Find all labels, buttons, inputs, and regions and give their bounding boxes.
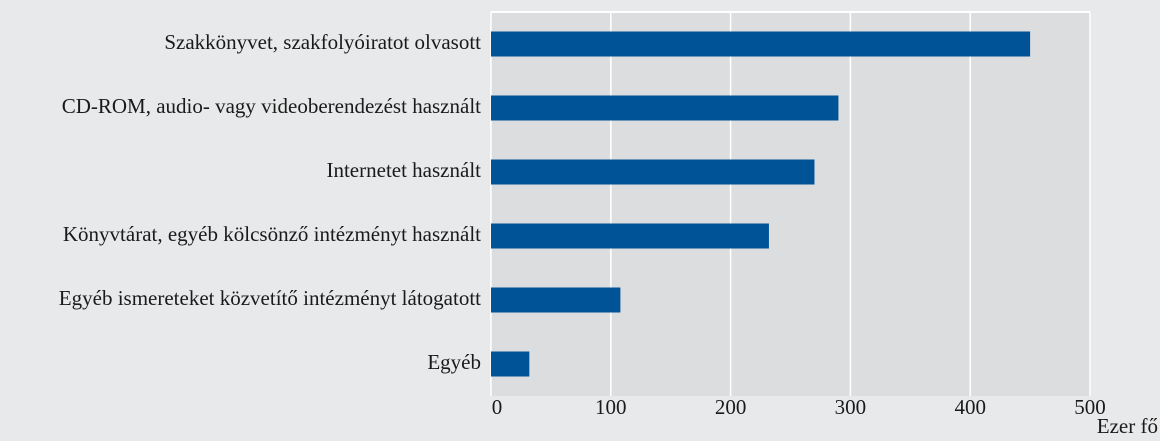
y-tick-label: Egyéb [427,350,481,374]
x-axis-label: Ezer fő [1097,414,1158,438]
y-tick-label: Szakkönyvet, szakfolyóiratot olvasott [164,30,481,54]
y-tick-label: Internetet használt [326,158,481,182]
bar [491,351,530,377]
x-tick-label: 300 [835,395,867,419]
bar [491,159,815,185]
bar [491,223,769,249]
x-tick-label: 400 [954,395,986,419]
bar [491,287,621,313]
y-tick-label: Egyéb ismereteket közvetítő intézményt l… [59,286,481,310]
plot-area [491,12,1090,396]
y-tick-label: CD-ROM, audio- vagy videoberendezést has… [62,94,481,118]
x-tick-label: 0 [492,395,503,419]
x-tick-label: 100 [595,395,627,419]
x-tick-label: 200 [715,395,747,419]
y-tick-label: Könyvtárat, egyéb kölcsönző intézményt h… [63,222,481,246]
x-tick-label: 500 [1074,395,1106,419]
bar [491,31,1031,57]
bar [491,95,839,121]
